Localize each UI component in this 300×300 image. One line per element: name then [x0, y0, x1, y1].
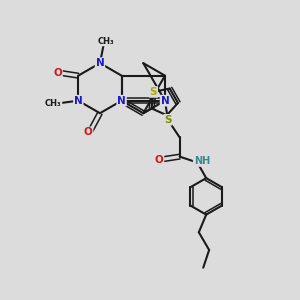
Text: CH₃: CH₃: [45, 99, 62, 108]
Text: NH: NH: [194, 156, 210, 166]
Text: N: N: [96, 58, 104, 68]
Text: N: N: [117, 96, 126, 106]
Text: O: O: [84, 127, 92, 137]
Text: N: N: [74, 96, 82, 106]
Text: CH₃: CH₃: [98, 37, 114, 46]
Text: O: O: [53, 68, 62, 78]
Text: N: N: [160, 96, 169, 106]
Text: O: O: [155, 154, 164, 165]
Text: S: S: [164, 115, 172, 125]
Text: S: S: [150, 87, 157, 97]
